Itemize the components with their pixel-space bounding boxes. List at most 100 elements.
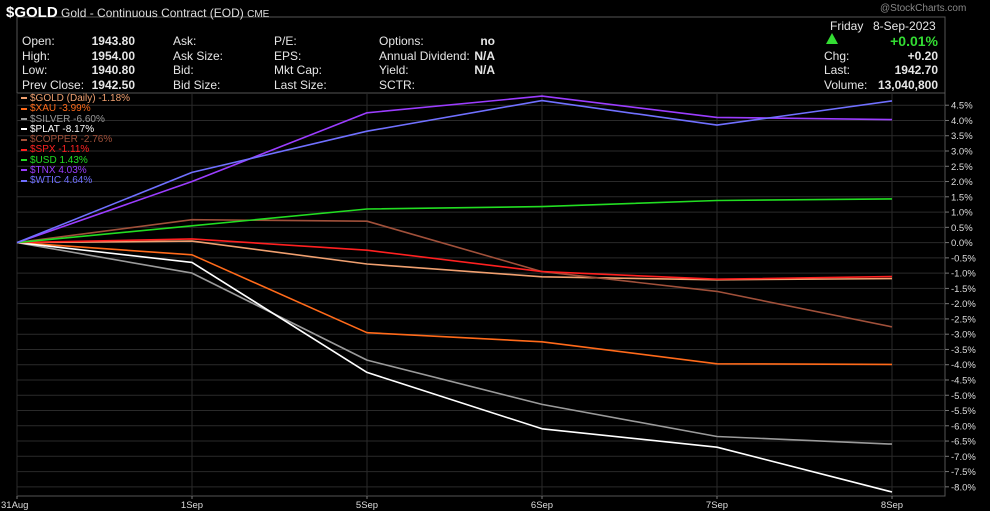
y-tick-label: 3.5% bbox=[951, 131, 973, 142]
pe-label: P/E: bbox=[274, 34, 297, 48]
y-tick-label: -7.0% bbox=[951, 452, 976, 463]
y-tick-label: 1.5% bbox=[951, 192, 973, 203]
legend-entry: $WTIC 4.64% bbox=[21, 176, 130, 186]
y-tick-label: 1.0% bbox=[951, 208, 973, 219]
prevclose-label: Prev Close: bbox=[22, 78, 85, 92]
legend-label: $SILVER -6.60% bbox=[30, 113, 105, 125]
legend-entry: $XAU -3.99% bbox=[21, 104, 130, 114]
y-tick-label: 2.0% bbox=[951, 177, 973, 188]
legend-label: $SPX -1.11% bbox=[30, 144, 90, 156]
up-arrow-icon bbox=[826, 33, 838, 44]
x-tick-label: 6Sep bbox=[531, 500, 553, 511]
x-tick-label: 8Sep bbox=[881, 500, 903, 511]
pct-change: +0.01% bbox=[890, 33, 938, 49]
legend-entry: $COPPER -2.76% bbox=[21, 135, 130, 145]
y-tick-label: 3.0% bbox=[951, 147, 973, 158]
y-tick-label: -3.5% bbox=[951, 345, 976, 356]
description-label: Gold - Continuous Contract (EOD) bbox=[61, 6, 244, 20]
exchange-label: CME bbox=[247, 9, 270, 20]
y-tick-label: -0.5% bbox=[951, 253, 976, 264]
legend: $GOLD (Daily) -1.18% $XAU -3.99% $SILVER -… bbox=[21, 93, 131, 187]
series-line-tnx bbox=[16, 95, 893, 244]
chg-label: Chg: bbox=[824, 49, 850, 63]
bidsize-label: Bid Size: bbox=[173, 78, 221, 92]
high-label: High: bbox=[22, 49, 51, 63]
y-tick-label: -1.0% bbox=[951, 269, 976, 280]
legend-swatch bbox=[21, 138, 27, 141]
y-tick-label: -7.5% bbox=[951, 467, 976, 478]
options-value: no bbox=[480, 34, 495, 48]
sctr-label: SCTR: bbox=[379, 78, 415, 92]
asksize-label: Ask Size: bbox=[173, 49, 224, 63]
y-tick-label: -6.5% bbox=[951, 437, 976, 448]
legend-label: $GOLD (Daily) -1.18% bbox=[30, 93, 131, 104]
series-line-golddaily bbox=[16, 240, 893, 281]
y-tick-label: -2.5% bbox=[951, 314, 976, 325]
eps-label: EPS: bbox=[274, 49, 302, 63]
yield-label: Yield: bbox=[379, 63, 409, 77]
y-tick-label: -2.0% bbox=[951, 299, 976, 310]
y-tick-label: 4.0% bbox=[951, 116, 973, 127]
chg-value: +0.20 bbox=[907, 49, 938, 63]
x-tick-label: 1Sep bbox=[181, 500, 203, 511]
legend-label: $USD 1.43% bbox=[30, 154, 88, 166]
y-tick-label: -6.0% bbox=[951, 421, 976, 432]
legend-entry: $SILVER -6.60% bbox=[21, 113, 130, 125]
y-tick-label: -4.5% bbox=[951, 375, 976, 386]
series-line-copper bbox=[16, 218, 893, 328]
legend-label: $XAU -3.99% bbox=[30, 103, 91, 115]
dividend-value: N/A bbox=[474, 49, 495, 63]
plot-frame bbox=[16, 16, 946, 497]
y-tick-label: 2.5% bbox=[951, 162, 973, 173]
series-line-usd bbox=[16, 198, 893, 244]
y-tick-label: -4.0% bbox=[951, 360, 976, 371]
watermark: @StockCharts.com bbox=[880, 3, 967, 14]
legend-entry: $SPX -1.11% bbox=[21, 145, 130, 155]
date-label: 8-Sep-2023 bbox=[873, 19, 936, 33]
legend-entry: $TNX 4.03% bbox=[21, 165, 130, 177]
series-line-xau bbox=[16, 241, 893, 366]
high-value: 1954.00 bbox=[91, 49, 135, 63]
x-tick-label: 5Sep bbox=[356, 500, 378, 511]
open-value: 1943.80 bbox=[91, 34, 135, 48]
y-tick-label: 0.5% bbox=[951, 223, 973, 234]
y-tick-label: -3.0% bbox=[951, 330, 976, 341]
series-line-plat bbox=[16, 241, 893, 493]
mktcap-label: Mkt Cap: bbox=[274, 63, 323, 77]
y-tick-label: -5.0% bbox=[951, 391, 976, 402]
legend-swatch bbox=[21, 159, 27, 162]
legend-swatch bbox=[21, 107, 27, 110]
series-line-silver bbox=[16, 241, 893, 445]
y-tick-label: -8.0% bbox=[951, 482, 976, 493]
legend-entry: $PLAT -8.17% bbox=[21, 124, 130, 135]
chart-title: $GOLD Gold - Continuous Contract (EOD) C… bbox=[6, 4, 269, 21]
legend-label: $WTIC 4.64% bbox=[30, 175, 93, 187]
legend-label: $TNX 4.03% bbox=[30, 165, 87, 177]
legend-swatch bbox=[21, 148, 27, 151]
x-tick-label: 31Aug bbox=[1, 500, 28, 511]
legend-swatch bbox=[21, 169, 27, 172]
yield-value: N/A bbox=[474, 63, 495, 77]
low-label: Low: bbox=[22, 63, 48, 77]
dividend-label: Annual Dividend: bbox=[379, 49, 470, 63]
last-value: 1942.70 bbox=[894, 63, 938, 77]
lastsize-label: Last Size: bbox=[274, 78, 327, 92]
y-tick-label: -1.5% bbox=[951, 284, 976, 295]
ask-label: Ask: bbox=[173, 34, 197, 48]
legend-swatch bbox=[21, 117, 27, 120]
low-value: 1940.80 bbox=[91, 63, 135, 77]
prevclose-value: 1942.50 bbox=[91, 78, 135, 92]
legend-swatch bbox=[21, 97, 27, 100]
legend-label: $COPPER -2.76% bbox=[30, 134, 113, 146]
volume-value: 13,040,800 bbox=[877, 78, 938, 92]
y-tick-label: 4.5% bbox=[951, 101, 973, 112]
y-tick-label: 0.0% bbox=[951, 238, 973, 249]
y-tick-label: -5.5% bbox=[951, 406, 976, 417]
legend-entry: $USD 1.43% bbox=[21, 154, 130, 166]
series-line-wtic bbox=[16, 99, 893, 244]
open-label: Open: bbox=[22, 34, 55, 48]
legend-entry: $GOLD (Daily) -1.18% bbox=[21, 93, 131, 104]
legend-swatch bbox=[21, 128, 27, 131]
